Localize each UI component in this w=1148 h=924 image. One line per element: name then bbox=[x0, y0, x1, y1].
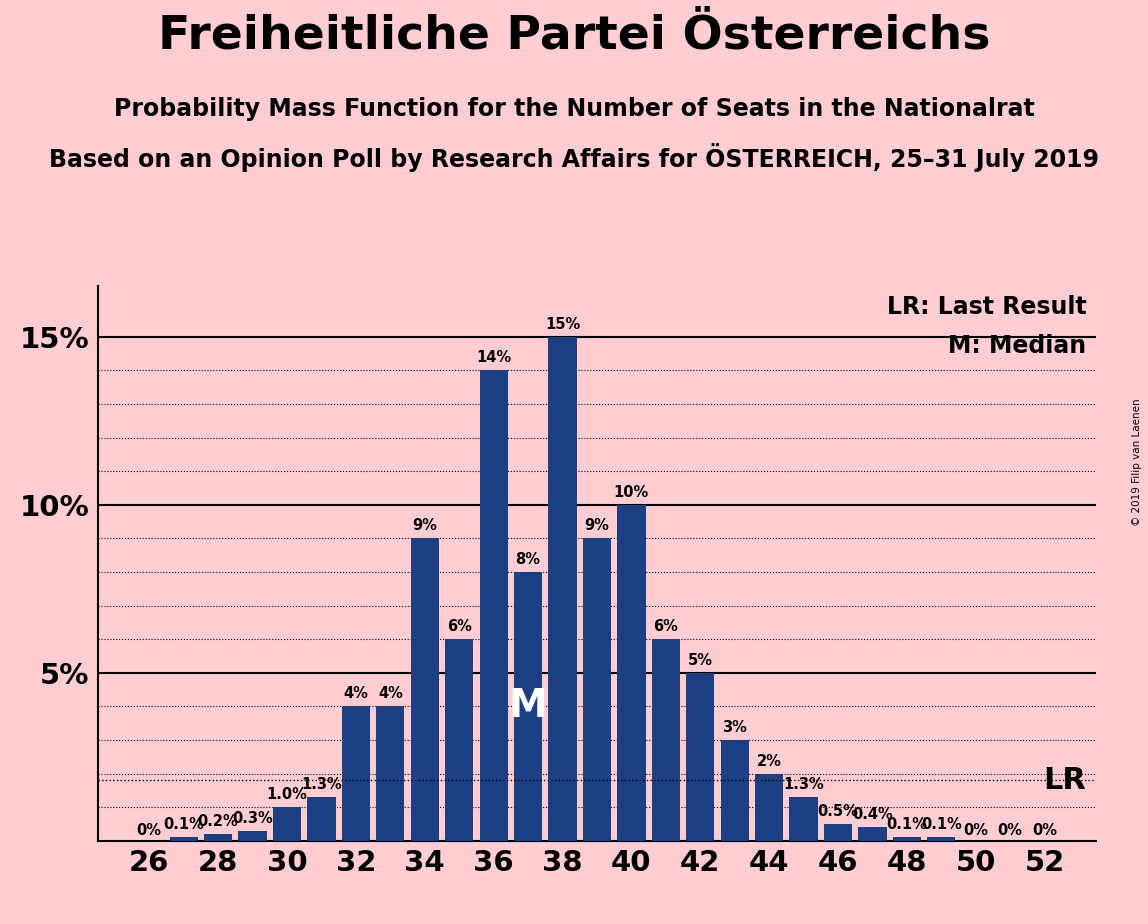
Text: 0.1%: 0.1% bbox=[921, 818, 962, 833]
Bar bbox=[445, 639, 473, 841]
Text: 0.4%: 0.4% bbox=[852, 808, 893, 822]
Bar bbox=[411, 539, 439, 841]
Text: 0.1%: 0.1% bbox=[163, 818, 204, 833]
Text: 0%: 0% bbox=[1032, 823, 1057, 838]
Text: 4%: 4% bbox=[343, 687, 369, 701]
Text: 0.2%: 0.2% bbox=[197, 814, 239, 829]
Text: LR: Last Result: LR: Last Result bbox=[886, 295, 1086, 319]
Text: © 2019 Filip van Laenen: © 2019 Filip van Laenen bbox=[1132, 398, 1142, 526]
Text: 9%: 9% bbox=[412, 518, 437, 533]
Text: 0.3%: 0.3% bbox=[232, 810, 273, 826]
Text: 0%: 0% bbox=[963, 823, 988, 838]
Bar bbox=[342, 707, 370, 841]
Bar bbox=[273, 808, 301, 841]
Text: 0%: 0% bbox=[137, 823, 162, 838]
Bar bbox=[239, 831, 266, 841]
Bar bbox=[721, 740, 748, 841]
Bar bbox=[755, 773, 783, 841]
Bar bbox=[824, 824, 852, 841]
Text: 8%: 8% bbox=[515, 552, 541, 567]
Text: 3%: 3% bbox=[722, 720, 747, 735]
Bar bbox=[928, 837, 955, 841]
Text: 9%: 9% bbox=[584, 518, 610, 533]
Text: 15%: 15% bbox=[545, 317, 580, 332]
Bar bbox=[652, 639, 680, 841]
Bar bbox=[790, 797, 817, 841]
Text: 14%: 14% bbox=[476, 350, 511, 365]
Text: 6%: 6% bbox=[447, 619, 472, 634]
Text: 4%: 4% bbox=[378, 687, 403, 701]
Bar bbox=[583, 539, 611, 841]
Bar bbox=[618, 505, 645, 841]
Text: Probability Mass Function for the Number of Seats in the Nationalrat: Probability Mass Function for the Number… bbox=[114, 97, 1034, 121]
Bar bbox=[859, 827, 886, 841]
Bar bbox=[514, 572, 542, 841]
Bar bbox=[687, 673, 714, 841]
Bar bbox=[170, 837, 197, 841]
Bar bbox=[308, 797, 335, 841]
Bar bbox=[893, 837, 921, 841]
Bar bbox=[549, 337, 576, 841]
Text: 6%: 6% bbox=[653, 619, 678, 634]
Text: 1.3%: 1.3% bbox=[783, 777, 824, 792]
Text: 1.3%: 1.3% bbox=[301, 777, 342, 792]
Text: LR: LR bbox=[1044, 766, 1086, 795]
Bar bbox=[377, 707, 404, 841]
Text: 1.0%: 1.0% bbox=[266, 787, 308, 802]
Text: Freiheitliche Partei Österreichs: Freiheitliche Partei Österreichs bbox=[157, 14, 991, 59]
Text: 5%: 5% bbox=[688, 652, 713, 668]
Text: M: M bbox=[509, 687, 548, 725]
Text: 2%: 2% bbox=[757, 754, 782, 769]
Text: 0.5%: 0.5% bbox=[817, 804, 859, 819]
Text: M: Median: M: Median bbox=[948, 334, 1086, 358]
Text: 0.1%: 0.1% bbox=[886, 818, 928, 833]
Text: 10%: 10% bbox=[614, 485, 649, 500]
Bar bbox=[204, 834, 232, 841]
Text: Based on an Opinion Poll by Research Affairs for ÖSTERREICH, 25–31 July 2019: Based on an Opinion Poll by Research Aff… bbox=[49, 143, 1099, 172]
Bar bbox=[480, 371, 507, 841]
Text: 0%: 0% bbox=[998, 823, 1023, 838]
